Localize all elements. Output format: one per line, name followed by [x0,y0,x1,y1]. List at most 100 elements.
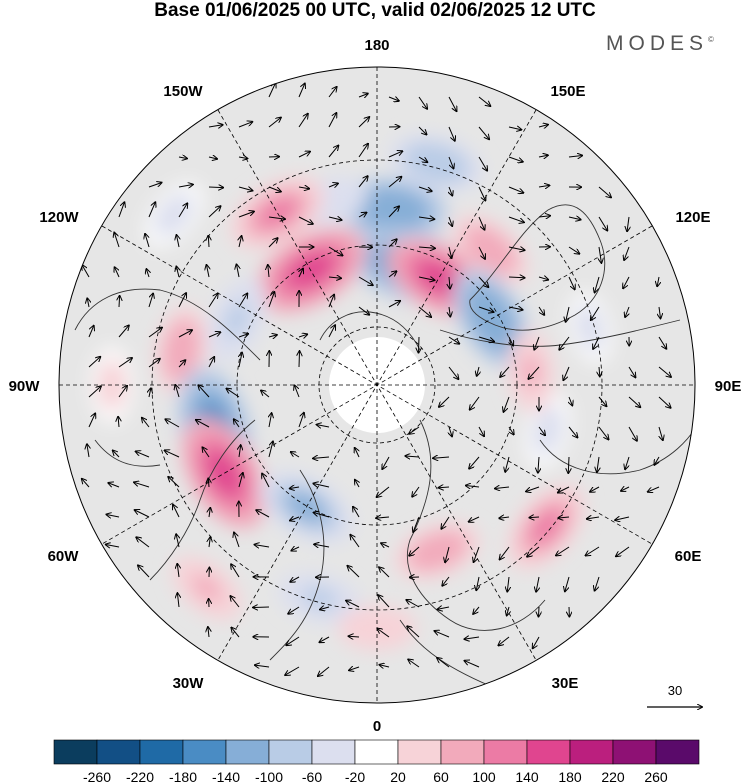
wind-arrow [138,565,150,578]
colorbar-tick-label: 100 [472,769,496,783]
wind-arrow [412,486,420,497]
wind-arrow [379,567,390,578]
wind-arrow [298,114,308,128]
wind-arrow [526,486,540,492]
wind-arrow [286,636,300,645]
lon-label-90e: 90E [715,378,742,395]
wind-arrow [558,486,570,493]
wind-arrow [563,366,570,380]
colorbar-tick-label: 20 [390,769,406,783]
wind-arrow [569,396,572,405]
wind-arrow [418,306,431,317]
wind-arrow [118,386,127,398]
wind-arrow [177,564,179,578]
wind-arrow [527,546,540,557]
wind-arrow [469,456,480,469]
wind-arrow [175,385,179,398]
wind-arrow [478,96,490,106]
map-border [58,66,696,704]
wind-arrow [176,267,179,278]
wind-arrow [418,277,434,280]
wind-arrow [408,660,420,668]
wind-arrow [595,576,600,591]
wind-arrow [413,516,420,532]
wind-arrow [529,517,540,518]
colorbar-tick-label: 60 [433,769,449,783]
wind-arrow [108,483,120,487]
colorbar-tick-label: -140 [212,769,240,783]
wind-arrow [625,456,629,469]
colorbar-swatch [526,739,571,765]
wind-arrow [568,246,579,254]
wind-arrow [628,396,640,407]
wind-arrow [509,336,513,346]
wind-arrow [448,96,457,111]
wind-arrow [349,636,360,637]
wind-arrow [478,216,485,230]
wind-arrow [533,636,540,648]
wind-arrow [255,665,270,667]
wind-arrow [268,238,278,248]
wind-arrow [657,276,659,286]
wind-arrow [355,480,359,488]
wind-arrow [346,601,360,608]
wind-arrow [328,87,337,98]
wind-arrow [290,487,300,489]
wind-arrow [507,576,509,592]
wind-arrow [478,336,494,342]
colorbar-swatch [440,739,485,765]
colorbar-swatch [268,739,313,765]
wind-arrow [268,292,274,308]
wind-arrow [466,486,480,488]
wind-arrow [418,217,434,219]
wind-arrow [290,517,300,521]
colorbar-tick-label: 140 [515,769,539,783]
wind-arrow [350,535,360,548]
wind-arrow [449,276,450,289]
lon-label-0: 0 [373,718,381,735]
wind-arrow [358,176,368,188]
wind-arrow [597,456,599,472]
wind-arrow [498,636,510,645]
wind-arrow [320,636,330,642]
wind-arrow [449,216,452,226]
wind-arrow [478,156,487,171]
wind-arrow [261,391,270,398]
wind-arrow [268,335,277,337]
wind-arrow [590,486,600,492]
wind-arrow [178,185,193,188]
wind-arrow [504,396,510,412]
anomaly-blob [529,509,563,545]
lon-label-120w: 120W [39,209,79,226]
wind-arrow [208,627,209,638]
wind-arrow [203,447,210,458]
wind-arrow [148,183,162,188]
wind-arrow [318,666,330,676]
wind-arrow [256,510,270,518]
wind-arrow [328,325,335,338]
wind-arrow [165,419,180,428]
wind-arrow [449,426,452,436]
lon-label-60e: 60E [675,548,702,565]
wind-arrow [586,546,600,556]
wind-arrow [231,564,240,578]
wind-arrow [255,545,270,547]
wind-arrow [595,276,600,292]
wind-arrow [508,307,523,310]
wind-arrow [500,546,510,559]
wind-arrow [208,479,209,488]
wind-arrow [658,396,671,408]
wind-arrow [148,294,153,308]
wind-arrow [148,359,160,368]
wind-arrow [598,396,606,406]
wind-arrow [298,152,310,158]
wind-arrow [234,533,240,548]
wind-arrow [208,236,209,248]
wind-arrow [536,576,539,592]
wind-arrow [509,426,514,434]
wind-arrow [538,277,548,280]
wind-arrow [388,97,399,101]
wind-arrow [565,576,570,591]
wind-arrow [118,326,129,338]
wind-arrow [298,187,309,189]
